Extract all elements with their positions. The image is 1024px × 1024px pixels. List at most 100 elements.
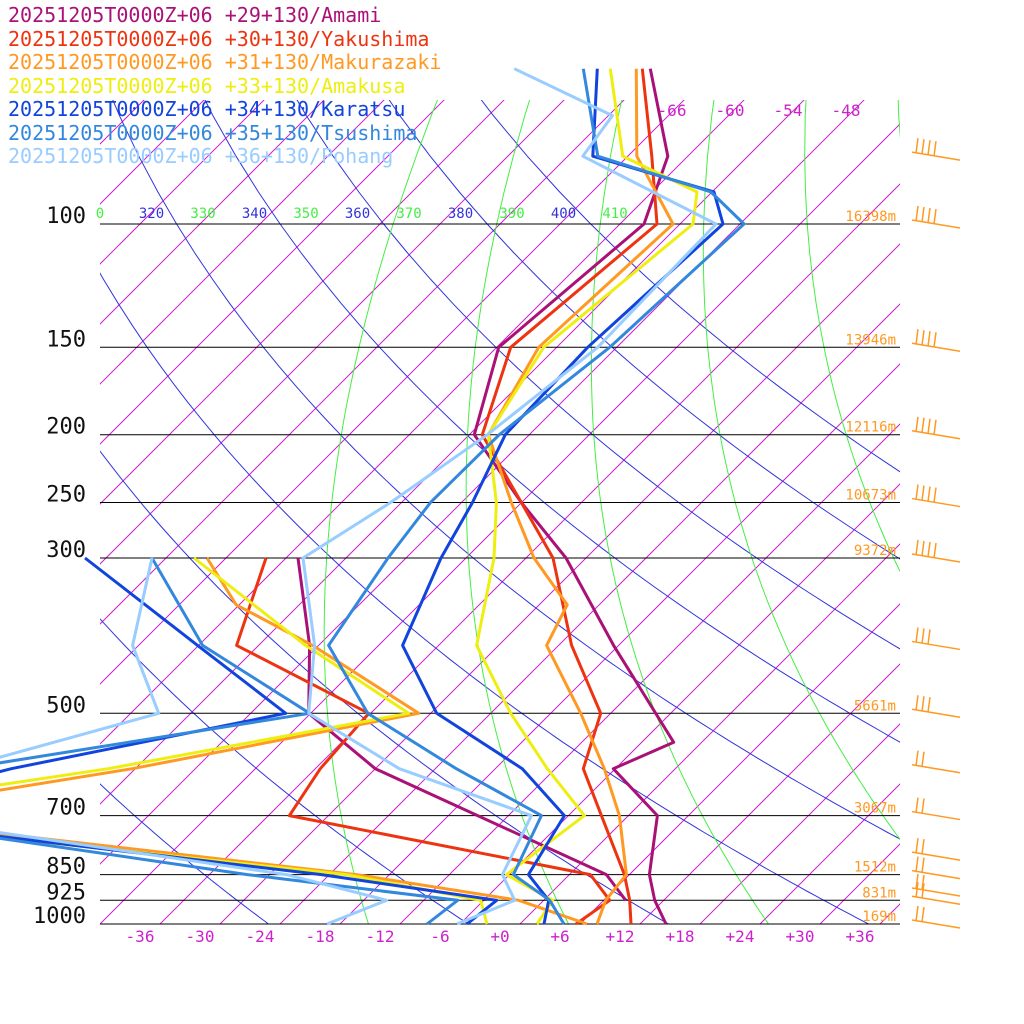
theta-label: 370 <box>396 206 421 222</box>
legend-entry: 20251205T0000Z+06 +30+130/Yakushima <box>8 26 430 51</box>
temperature-tick-label: +12 <box>606 927 635 946</box>
theta-label: 390 <box>499 206 524 222</box>
dewpoint-line <box>0 557 588 926</box>
temperature-tick-label: +18 <box>666 927 695 946</box>
wind-barb-shaft <box>911 342 961 353</box>
height-label: 831m <box>862 885 896 901</box>
wind-barb-feather <box>921 883 925 899</box>
theta-label: 350 <box>293 206 318 222</box>
height-label: 12116m <box>845 420 896 436</box>
legend-entry: 20251205T0000Z+06 +31+130/Makurazaki <box>8 50 442 74</box>
wind-barb <box>911 138 961 161</box>
wind-barb-shaft <box>911 640 961 651</box>
temperature-tick-label: +36 <box>846 927 875 946</box>
wind-barb-feather <box>921 628 925 644</box>
isotherm-line <box>100 100 805 805</box>
wind-barb-feather <box>915 838 919 854</box>
wind-barb-shaft <box>911 895 961 906</box>
wind-barb <box>911 873 961 897</box>
temperature-line <box>480 68 659 925</box>
pressure-tick-label: 100 <box>46 204 86 229</box>
temperature-tick-label: -24 <box>246 927 275 946</box>
dewpoint-line <box>0 557 389 926</box>
dewpoint-line <box>235 557 612 926</box>
wind-barb <box>911 484 961 508</box>
height-label: 3067m <box>854 801 896 817</box>
wind-barb <box>911 882 961 906</box>
wind-barb-feather <box>915 205 919 222</box>
pressure-tick-label: 925 <box>46 880 86 905</box>
isotherm-line <box>519 543 900 924</box>
wind-barb-feather <box>933 419 937 435</box>
dry-adiabat <box>388 100 900 560</box>
wind-barb <box>911 205 961 229</box>
wind-barb-feather <box>915 539 919 556</box>
legend-entry: 20251205T0000Z+06 +35+130/Tsushima <box>8 120 418 145</box>
isotherm-line <box>579 603 900 924</box>
isotherm-line <box>159 183 900 924</box>
dry-adiabat <box>112 100 900 840</box>
wind-barb-feather <box>921 540 925 557</box>
temperature-line <box>472 68 676 925</box>
isotherm-line <box>100 100 325 325</box>
sounding-series <box>0 67 746 926</box>
wind-barb-shaft <box>911 810 961 821</box>
legend-entry: 20251205T0000Z+06 +34+130/Karatsu <box>8 97 406 121</box>
wind-barb <box>911 627 961 651</box>
pressure-tick-label: 1000 <box>33 904 86 929</box>
isotherm-top-label: -66 <box>658 101 687 120</box>
height-label: 5661m <box>854 698 896 714</box>
temperature-line <box>486 68 675 925</box>
theta-label: 380 <box>448 206 473 222</box>
isotherm-line <box>100 100 385 385</box>
wind-barb-shaft <box>911 919 961 929</box>
theta-label: 340 <box>242 206 267 222</box>
wind-barb <box>911 797 961 821</box>
theta-label: 320 <box>139 206 164 222</box>
wind-barb <box>911 329 961 353</box>
wind-barb-feather <box>921 330 925 346</box>
wind-barb-feather <box>933 208 937 225</box>
isotherm-line <box>699 723 900 924</box>
theta-label: 330 <box>190 206 215 222</box>
wind-barb-feather <box>927 331 931 347</box>
wind-barb-feather <box>927 629 931 645</box>
dry-adiabat <box>296 100 900 650</box>
wind-barb-feather <box>915 873 919 890</box>
height-label: 1512m <box>854 860 896 876</box>
legend-entry: 20251205T0000Z+06 +36+130/Pohang <box>8 144 394 168</box>
moist-adiabat <box>590 100 769 924</box>
height-label: 16398m <box>845 209 896 225</box>
pressure-tick-label: 150 <box>46 327 86 352</box>
isotherm-line <box>100 123 900 924</box>
dewpoint-line <box>0 556 499 926</box>
wind-barb-feather <box>915 856 919 872</box>
temperature-tick-label: -30 <box>186 927 215 946</box>
wind-barb-feather <box>933 487 937 503</box>
isotherm-line <box>279 303 900 924</box>
wind-barb-feather <box>915 905 919 922</box>
height-label: 169m <box>862 909 896 925</box>
wind-barb-feather <box>915 695 919 711</box>
wind-barb-feather <box>927 140 931 156</box>
wind-barb <box>911 539 961 563</box>
temperature-line <box>475 68 699 925</box>
moist-adiabat <box>465 100 569 924</box>
wind-barb <box>911 750 961 774</box>
wind-barb-shaft <box>911 851 961 861</box>
wind-barb-shaft <box>911 887 961 897</box>
temperature-tick-label: +0 <box>490 927 509 946</box>
wind-barb-feather <box>915 329 919 345</box>
dewpoint-line <box>296 557 627 902</box>
temperature-line <box>327 68 746 925</box>
isotherm-line <box>100 100 745 745</box>
theta-label: 360 <box>345 206 370 222</box>
isotherm-line <box>100 100 565 565</box>
pressure-tick-label: 300 <box>46 538 86 563</box>
moist-adiabat <box>804 100 900 573</box>
dry-adiabat <box>204 100 900 743</box>
wind-barb-feather <box>915 750 919 766</box>
isotherm-top-label: -48 <box>832 101 861 120</box>
wind-barb-feather <box>915 882 919 898</box>
